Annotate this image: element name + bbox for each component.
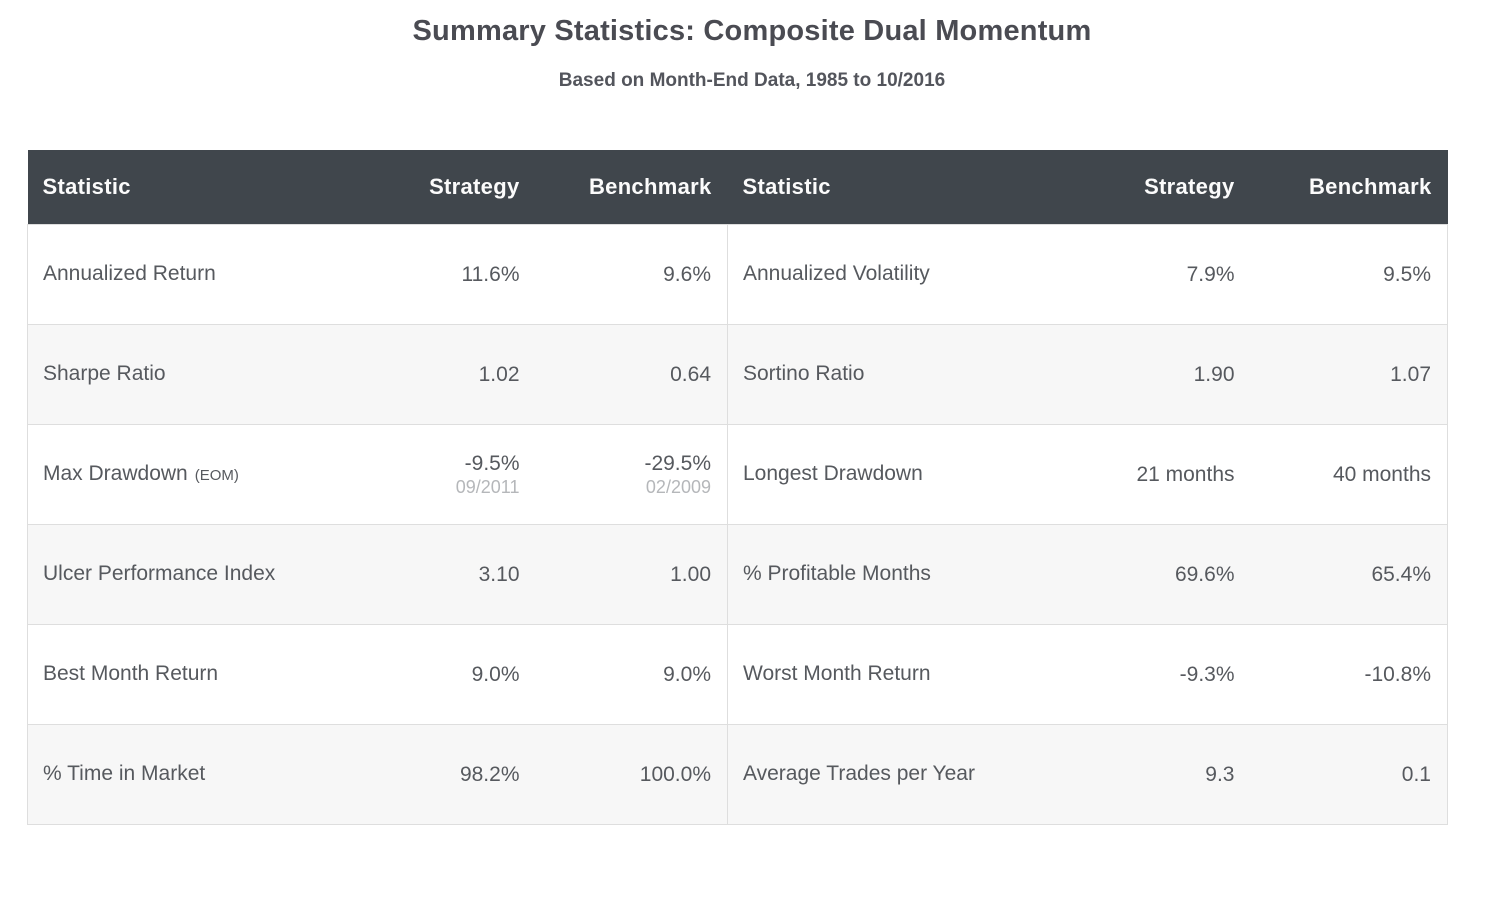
- strategy-value: 9.3: [1205, 762, 1235, 786]
- strategy-value: 7.9%: [1186, 262, 1235, 286]
- page-subtitle: Based on Month-End Data, 1985 to 10/2016: [558, 70, 946, 91]
- table-row: Best Month Return 9.0% 9.0% Worst Month …: [27, 623, 1448, 724]
- stat-cell: Longest Drawdown: [727, 423, 1076, 524]
- stat-label: % Time in Market: [43, 762, 206, 785]
- strategy-value-cell: 9.0%: [379, 623, 536, 724]
- strategy-value: 21 months: [1136, 462, 1235, 486]
- summary-statistics-table: Statistic Strategy Benchmark Statistic S…: [27, 150, 1448, 825]
- strategy-value: 69.6%: [1174, 562, 1235, 586]
- strategy-value: 1.02: [478, 362, 520, 386]
- benchmark-value: 9.0%: [663, 662, 711, 686]
- benchmark-value-note: 02/2009: [645, 476, 711, 497]
- stat-cell: Sharpe Ratio: [27, 323, 380, 424]
- strategy-value-cell: -9.3%: [1075, 623, 1251, 724]
- stat-label: Annualized Return: [43, 262, 216, 285]
- column-header-strategy-right: Strategy: [1075, 150, 1251, 224]
- benchmark-value-cell: 100.0%: [535, 723, 728, 825]
- benchmark-value: -10.8%: [1364, 662, 1431, 686]
- table-row: Annualized Return 11.6% 9.6% Annualized …: [27, 223, 1448, 324]
- strategy-value-cell: 98.2%: [379, 723, 536, 825]
- stat-label: Ulcer Performance Index: [43, 562, 276, 585]
- strategy-value: -9.5%: [464, 451, 520, 475]
- page-title: Summary Statistics: Composite Dual Momen…: [412, 15, 1092, 47]
- benchmark-value: 100.0%: [639, 762, 711, 786]
- table-row: Sharpe Ratio 1.02 0.64 Sortino Ratio 1.9…: [27, 323, 1448, 424]
- benchmark-value-cell: 0.64: [535, 323, 728, 424]
- stat-cell: Ulcer Performance Index: [27, 523, 380, 624]
- stat-cell: Max Drawdown (EOM): [27, 423, 380, 524]
- stat-cell: Annualized Volatility: [727, 223, 1076, 324]
- benchmark-value: 0.64: [670, 362, 711, 386]
- strategy-value: 9.0%: [471, 662, 520, 686]
- strategy-value-cell: 3.10: [379, 523, 536, 624]
- benchmark-value-cell: 1.00: [535, 523, 728, 624]
- stat-cell: Best Month Return: [27, 623, 380, 724]
- benchmark-value: 0.1: [1401, 762, 1431, 786]
- stat-label: Sharpe Ratio: [43, 362, 166, 385]
- column-header-statistic-right: Statistic: [727, 150, 1076, 224]
- strategy-value-cell: 9.3: [1075, 723, 1251, 825]
- stat-label: Sortino Ratio: [743, 362, 865, 385]
- table-row: Max Drawdown (EOM) -9.5% 09/2011 -29.5% 02/…: [27, 423, 1448, 524]
- strategy-value-cell: 1.90: [1075, 323, 1251, 424]
- benchmark-value-cell: 65.4%: [1250, 523, 1448, 624]
- stat-label: Worst Month Return: [743, 662, 931, 685]
- strategy-value: 11.6%: [461, 262, 520, 286]
- benchmark-value: 9.6%: [663, 262, 711, 286]
- stat-label: Max Drawdown: [43, 462, 188, 485]
- benchmark-value: 1.07: [1390, 362, 1431, 386]
- stat-label: Average Trades per Year: [743, 762, 975, 785]
- benchmark-value-cell: 9.0%: [535, 623, 728, 724]
- stat-label: Longest Drawdown: [743, 462, 923, 485]
- benchmark-value-cell: 9.5%: [1250, 223, 1448, 324]
- table-row: % Time in Market 98.2% 100.0% Average Tr…: [27, 723, 1448, 825]
- stat-label: Annualized Volatility: [743, 262, 930, 285]
- strategy-value: 98.2%: [459, 762, 520, 786]
- strategy-value-cell: 11.6%: [379, 223, 536, 324]
- stat-label: % Profitable Months: [743, 562, 931, 585]
- benchmark-value: 65.4%: [1371, 562, 1431, 586]
- stat-cell: Sortino Ratio: [727, 323, 1076, 424]
- header-row: Statistic Strategy Benchmark Statistic S…: [27, 150, 1448, 224]
- benchmark-value-cell: -10.8%: [1250, 623, 1448, 724]
- benchmark-value: 1.00: [670, 562, 711, 586]
- benchmark-value: 9.5%: [1383, 262, 1431, 286]
- benchmark-value: 40 months: [1332, 462, 1431, 486]
- table-row: Ulcer Performance Index 3.10 1.00 % Prof…: [27, 523, 1448, 624]
- benchmark-value-cell: 0.1: [1250, 723, 1448, 825]
- strategy-value: 3.10: [478, 562, 520, 586]
- column-header-benchmark-right: Benchmark: [1250, 150, 1448, 224]
- strategy-value: -9.3%: [1179, 662, 1235, 686]
- column-header-strategy-left: Strategy: [379, 150, 536, 224]
- benchmark-value-cell: -29.5% 02/2009: [535, 423, 728, 524]
- strategy-value-cell: -9.5% 09/2011: [379, 423, 536, 524]
- benchmark-value: -29.5%: [644, 451, 711, 475]
- column-header-benchmark-left: Benchmark: [535, 150, 728, 224]
- stat-cell: % Time in Market: [27, 723, 380, 825]
- stat-cell: Annualized Return: [27, 223, 380, 324]
- strategy-value-cell: 7.9%: [1075, 223, 1251, 324]
- column-header-statistic-left: Statistic: [27, 150, 380, 224]
- strategy-value-cell: 69.6%: [1075, 523, 1251, 624]
- benchmark-value-cell: 1.07: [1250, 323, 1448, 424]
- benchmark-value-cell: 9.6%: [535, 223, 728, 324]
- strategy-value-note: 09/2011: [455, 476, 520, 497]
- stat-cell: % Profitable Months: [727, 523, 1076, 624]
- strategy-value: 1.90: [1193, 362, 1235, 386]
- strategy-value-cell: 21 months: [1075, 423, 1251, 524]
- stat-note: (EOM): [194, 467, 239, 484]
- stat-cell: Average Trades per Year: [727, 723, 1076, 825]
- stat-cell: Worst Month Return: [727, 623, 1076, 724]
- strategy-value-cell: 1.02: [379, 323, 536, 424]
- stat-label: Best Month Return: [43, 662, 219, 685]
- benchmark-value-cell: 40 months: [1250, 423, 1448, 524]
